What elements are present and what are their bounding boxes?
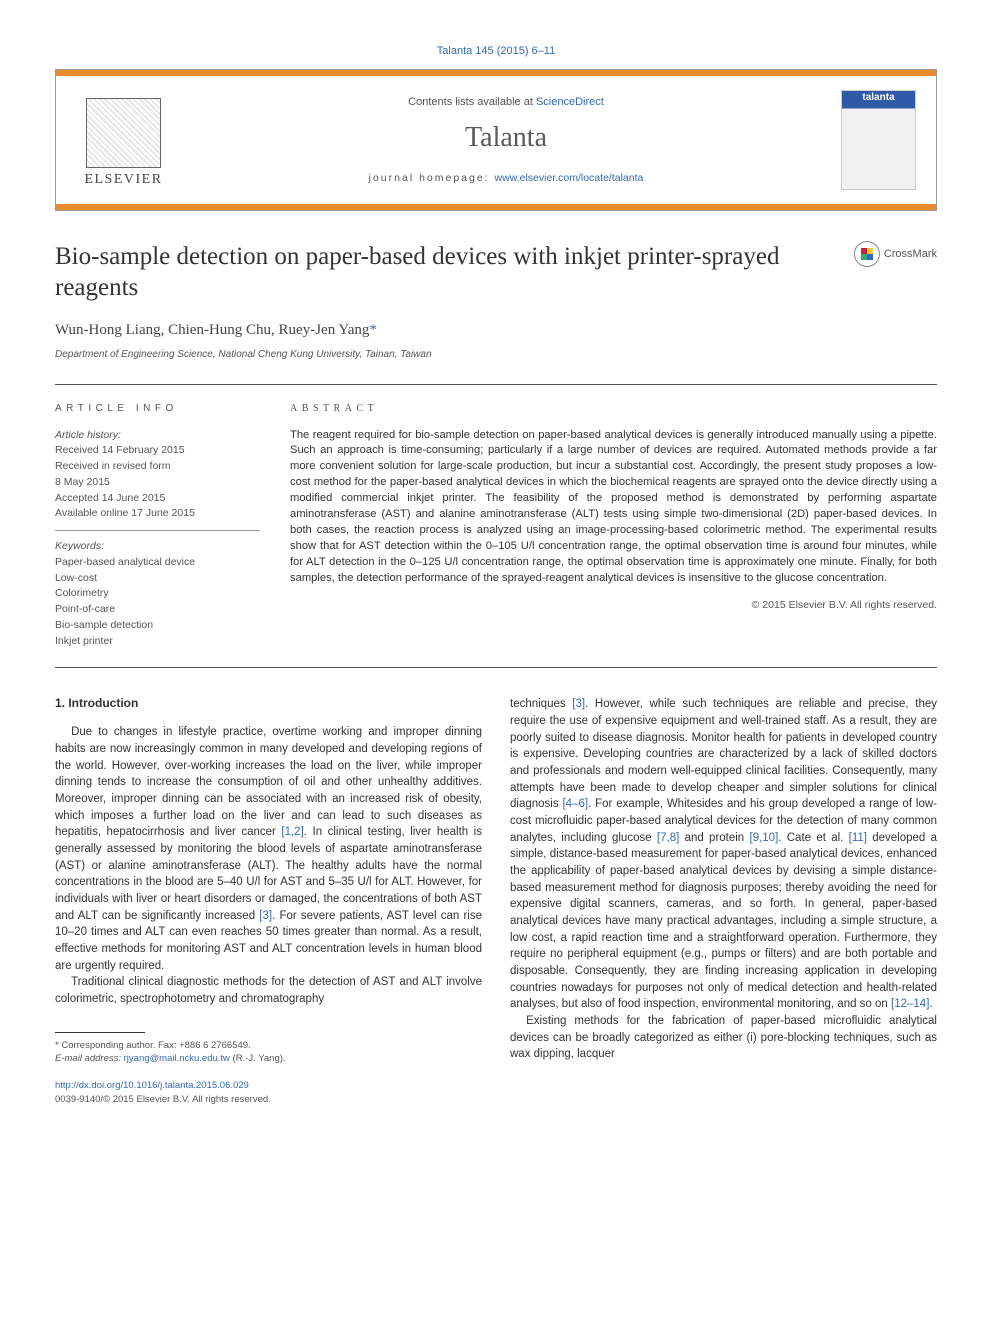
keyword: Bio-sample detection — [55, 618, 260, 634]
ref-link[interactable]: [11] — [849, 832, 867, 844]
history-line: 8 May 2015 — [55, 475, 260, 491]
keyword: Low-cost — [55, 571, 260, 587]
sciencedirect-link[interactable]: ScienceDirect — [536, 96, 604, 108]
history-line: Received 14 February 2015 — [55, 443, 260, 459]
contents-prefix: Contents lists available at — [408, 96, 536, 108]
abstract-label: ABSTRACT — [290, 403, 937, 414]
journal-citation: Talanta 145 (2015) 6–11 — [55, 45, 937, 57]
crossmark-label: CrossMark — [884, 248, 937, 260]
email-suffix: (R.-J. Yang). — [230, 1053, 286, 1064]
issn-line: 0039-9140/© 2015 Elsevier B.V. All right… — [55, 1094, 271, 1105]
crossmark-icon — [854, 241, 880, 267]
intro-paragraph-3: techniques [3]. However, while such tech… — [510, 696, 937, 1013]
intro-paragraph-1: Due to changes in lifestyle practice, ov… — [55, 724, 482, 974]
title-row: Bio-sample detection on paper-based devi… — [55, 241, 937, 304]
keywords-label: Keywords: — [55, 539, 260, 555]
keywords-block: Keywords: Paper-based analytical device … — [55, 539, 260, 649]
abstract-text: The reagent required for bio-sample dete… — [290, 428, 937, 587]
ref-link[interactable]: [3] — [572, 698, 585, 710]
keyword: Inkjet printer — [55, 634, 260, 650]
text-span: . Cate et al. — [778, 832, 848, 844]
journal-header: ELSEVIER Contents lists available at Sci… — [55, 69, 937, 211]
article-info-label: ARTICLE INFO — [55, 403, 260, 414]
text-span: . However, while such techniques are rel… — [510, 698, 937, 810]
text-span: developed a simple, distance-based measu… — [510, 832, 937, 1011]
ref-link[interactable]: [1,2] — [281, 826, 303, 838]
text-span: . In clinical testing, liver health is g… — [55, 826, 482, 921]
history-line: Available online 17 June 2015 — [55, 506, 260, 522]
text-span: . — [929, 998, 932, 1010]
ref-link[interactable]: [4–6] — [562, 798, 588, 810]
meta-abstract-row: ARTICLE INFO Article history: Received 1… — [55, 385, 937, 668]
email-label: E-mail address: — [55, 1053, 124, 1064]
ref-link[interactable]: [9,10] — [750, 832, 779, 844]
text-span: Due to changes in lifestyle practice, ov… — [55, 726, 482, 838]
homepage-prefix: journal homepage: — [369, 172, 495, 184]
page-container: Talanta 145 (2015) 6–11 ELSEVIER Content… — [0, 0, 992, 1151]
abstract-copyright: © 2015 Elsevier B.V. All rights reserved… — [290, 599, 937, 611]
keyword: Paper-based analytical device — [55, 555, 260, 571]
homepage-line: journal homepage: www.elsevier.com/locat… — [171, 172, 841, 184]
corresponding-marker: * — [369, 322, 377, 338]
journal-name: Talanta — [171, 122, 841, 154]
email-footnote: E-mail address: rjyang@mail.ncku.edu.tw … — [55, 1052, 482, 1065]
corresponding-footnote: * Corresponding author. Fax: +886 6 2766… — [55, 1039, 482, 1052]
publisher-logo: ELSEVIER — [76, 93, 171, 188]
text-span: and protein — [679, 832, 749, 844]
intro-heading: 1. Introduction — [55, 696, 482, 710]
homepage-link[interactable]: www.elsevier.com/locate/talanta — [495, 172, 644, 184]
intro-paragraph-4: Existing methods for the fabrication of … — [510, 1013, 937, 1063]
elsevier-tree-icon — [86, 98, 161, 168]
header-center: Contents lists available at ScienceDirec… — [171, 96, 841, 184]
keyword: Point-of-care — [55, 602, 260, 618]
article-info-column: ARTICLE INFO Article history: Received 1… — [55, 403, 260, 650]
ref-link[interactable]: [7,8] — [657, 832, 679, 844]
rule-bottom — [55, 667, 937, 668]
ref-link[interactable]: [12–14] — [891, 998, 929, 1010]
doi-block: http://dx.doi.org/10.1016/j.talanta.2015… — [55, 1079, 482, 1106]
footnote-rule — [55, 1032, 145, 1033]
ref-link[interactable]: [3] — [259, 910, 272, 922]
body-columns: 1. Introduction Due to changes in lifest… — [55, 696, 937, 1106]
header-inner: ELSEVIER Contents lists available at Sci… — [56, 76, 936, 204]
email-link[interactable]: rjyang@mail.ncku.edu.tw — [124, 1053, 230, 1064]
authors-line: Wun-Hong Liang, Chien-Hung Chu, Ruey-Jen… — [55, 322, 937, 339]
crossmark-badge[interactable]: CrossMark — [817, 241, 937, 267]
header-bottom-bar — [56, 204, 936, 210]
journal-cover-thumbnail: talanta — [841, 90, 916, 190]
affiliation: Department of Engineering Science, Natio… — [55, 349, 937, 360]
contents-line: Contents lists available at ScienceDirec… — [171, 96, 841, 108]
history-line: Accepted 14 June 2015 — [55, 491, 260, 507]
cover-label: talanta — [842, 92, 915, 103]
text-span: techniques — [510, 698, 572, 710]
right-column: techniques [3]. However, while such tech… — [510, 696, 937, 1106]
intro-paragraph-2: Traditional clinical diagnostic methods … — [55, 974, 482, 1007]
history-line: Received in revised form — [55, 459, 260, 475]
history-block: Article history: Received 14 February 20… — [55, 428, 260, 532]
authors-names: Wun-Hong Liang, Chien-Hung Chu, Ruey-Jen… — [55, 322, 369, 338]
history-label: Article history: — [55, 428, 260, 444]
article-title: Bio-sample detection on paper-based devi… — [55, 241, 817, 304]
keyword: Colorimetry — [55, 586, 260, 602]
doi-link[interactable]: http://dx.doi.org/10.1016/j.talanta.2015… — [55, 1080, 249, 1091]
abstract-column: ABSTRACT The reagent required for bio-sa… — [290, 403, 937, 650]
publisher-caption: ELSEVIER — [84, 172, 162, 188]
left-column: 1. Introduction Due to changes in lifest… — [55, 696, 482, 1106]
